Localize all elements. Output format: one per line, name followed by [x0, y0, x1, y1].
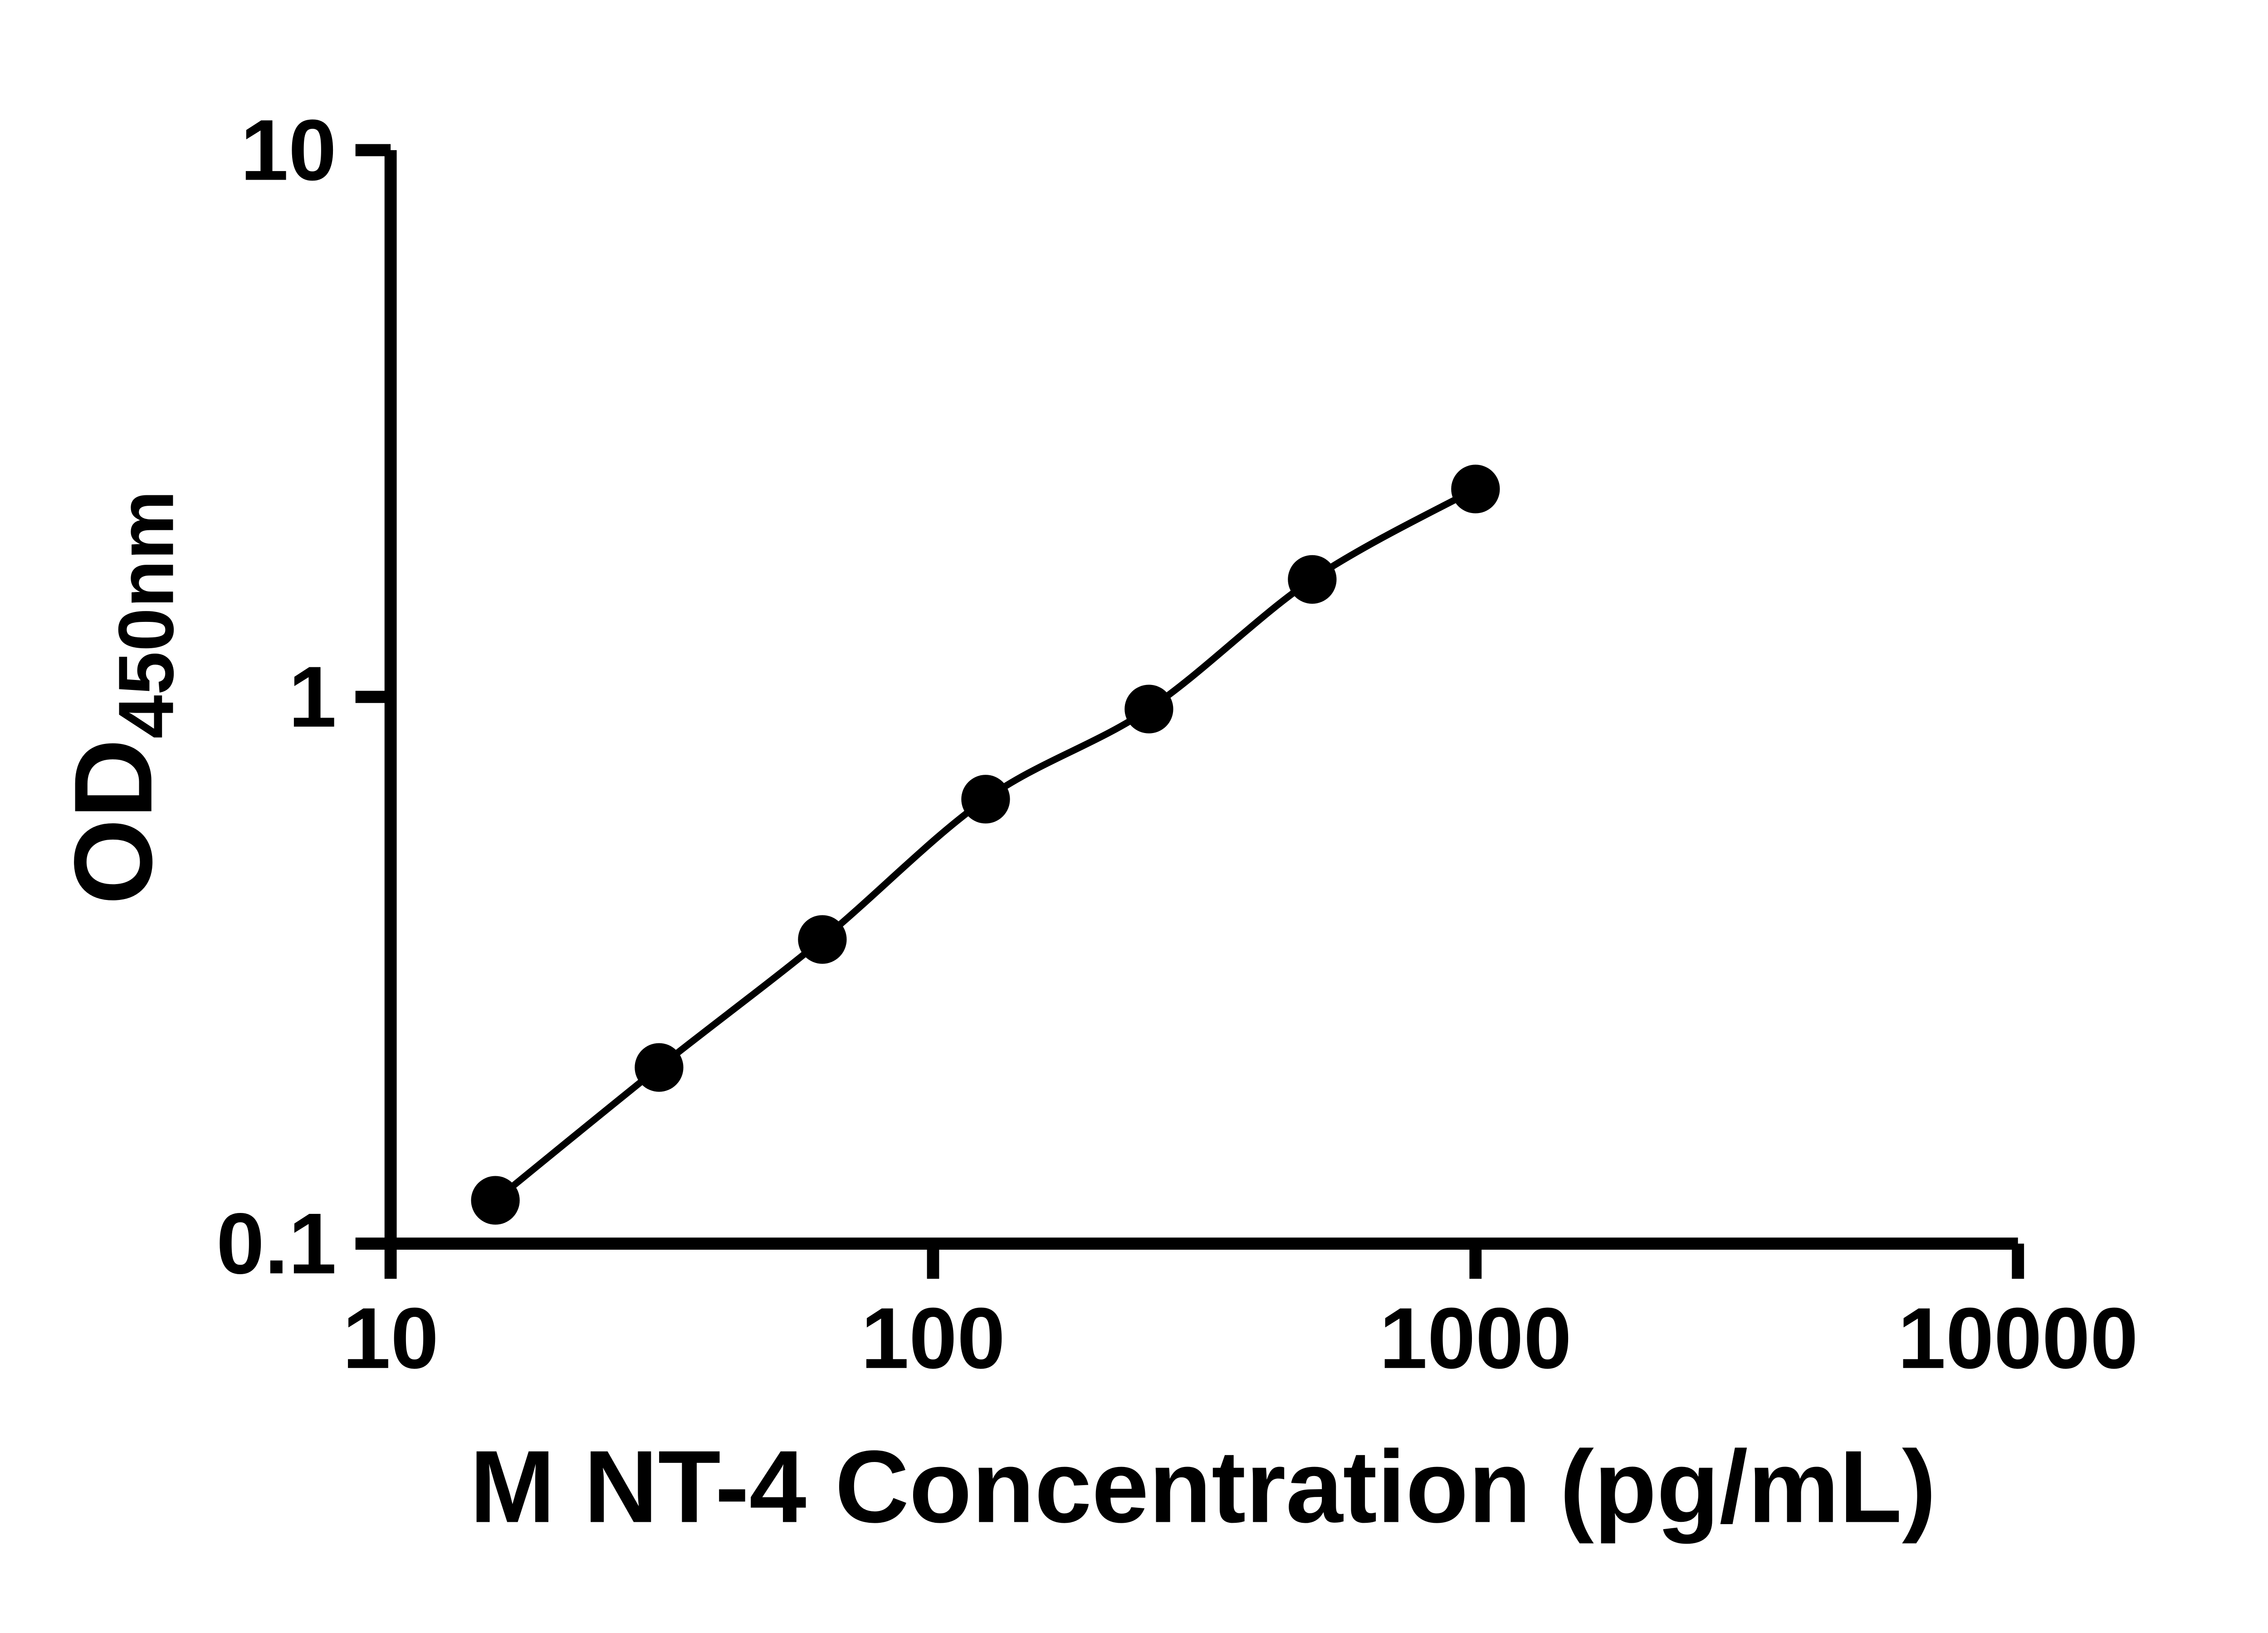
x-tick-label: 1000 [1379, 1290, 1572, 1387]
data-point [471, 1176, 520, 1225]
data-point [798, 915, 847, 964]
data-point [1124, 684, 1173, 733]
y-axis-title-main: OD [51, 738, 175, 905]
y-tick-label: 0.1 [216, 1195, 337, 1292]
y-tick-label: 10 [240, 102, 337, 199]
y-axis-title-sub: 450nm [102, 490, 190, 739]
data-point [1451, 464, 1500, 513]
series-layer [471, 464, 1500, 1225]
ticks-layer: 10 100 1000 10000 0.1 1 10 [216, 102, 2138, 1387]
x-tick-label: 10000 [1898, 1290, 2138, 1387]
data-point [961, 775, 1010, 824]
data-point [635, 1043, 684, 1092]
x-tick-label: 10 [342, 1290, 439, 1387]
x-tick-label: 100 [861, 1290, 1005, 1387]
x-axis-title: M NT-4 Concentration (pg/mL) [469, 1429, 1936, 1544]
data-point [1288, 555, 1337, 604]
y-tick-label: 1 [288, 649, 337, 745]
y-axis-title: OD450nm [51, 490, 190, 905]
